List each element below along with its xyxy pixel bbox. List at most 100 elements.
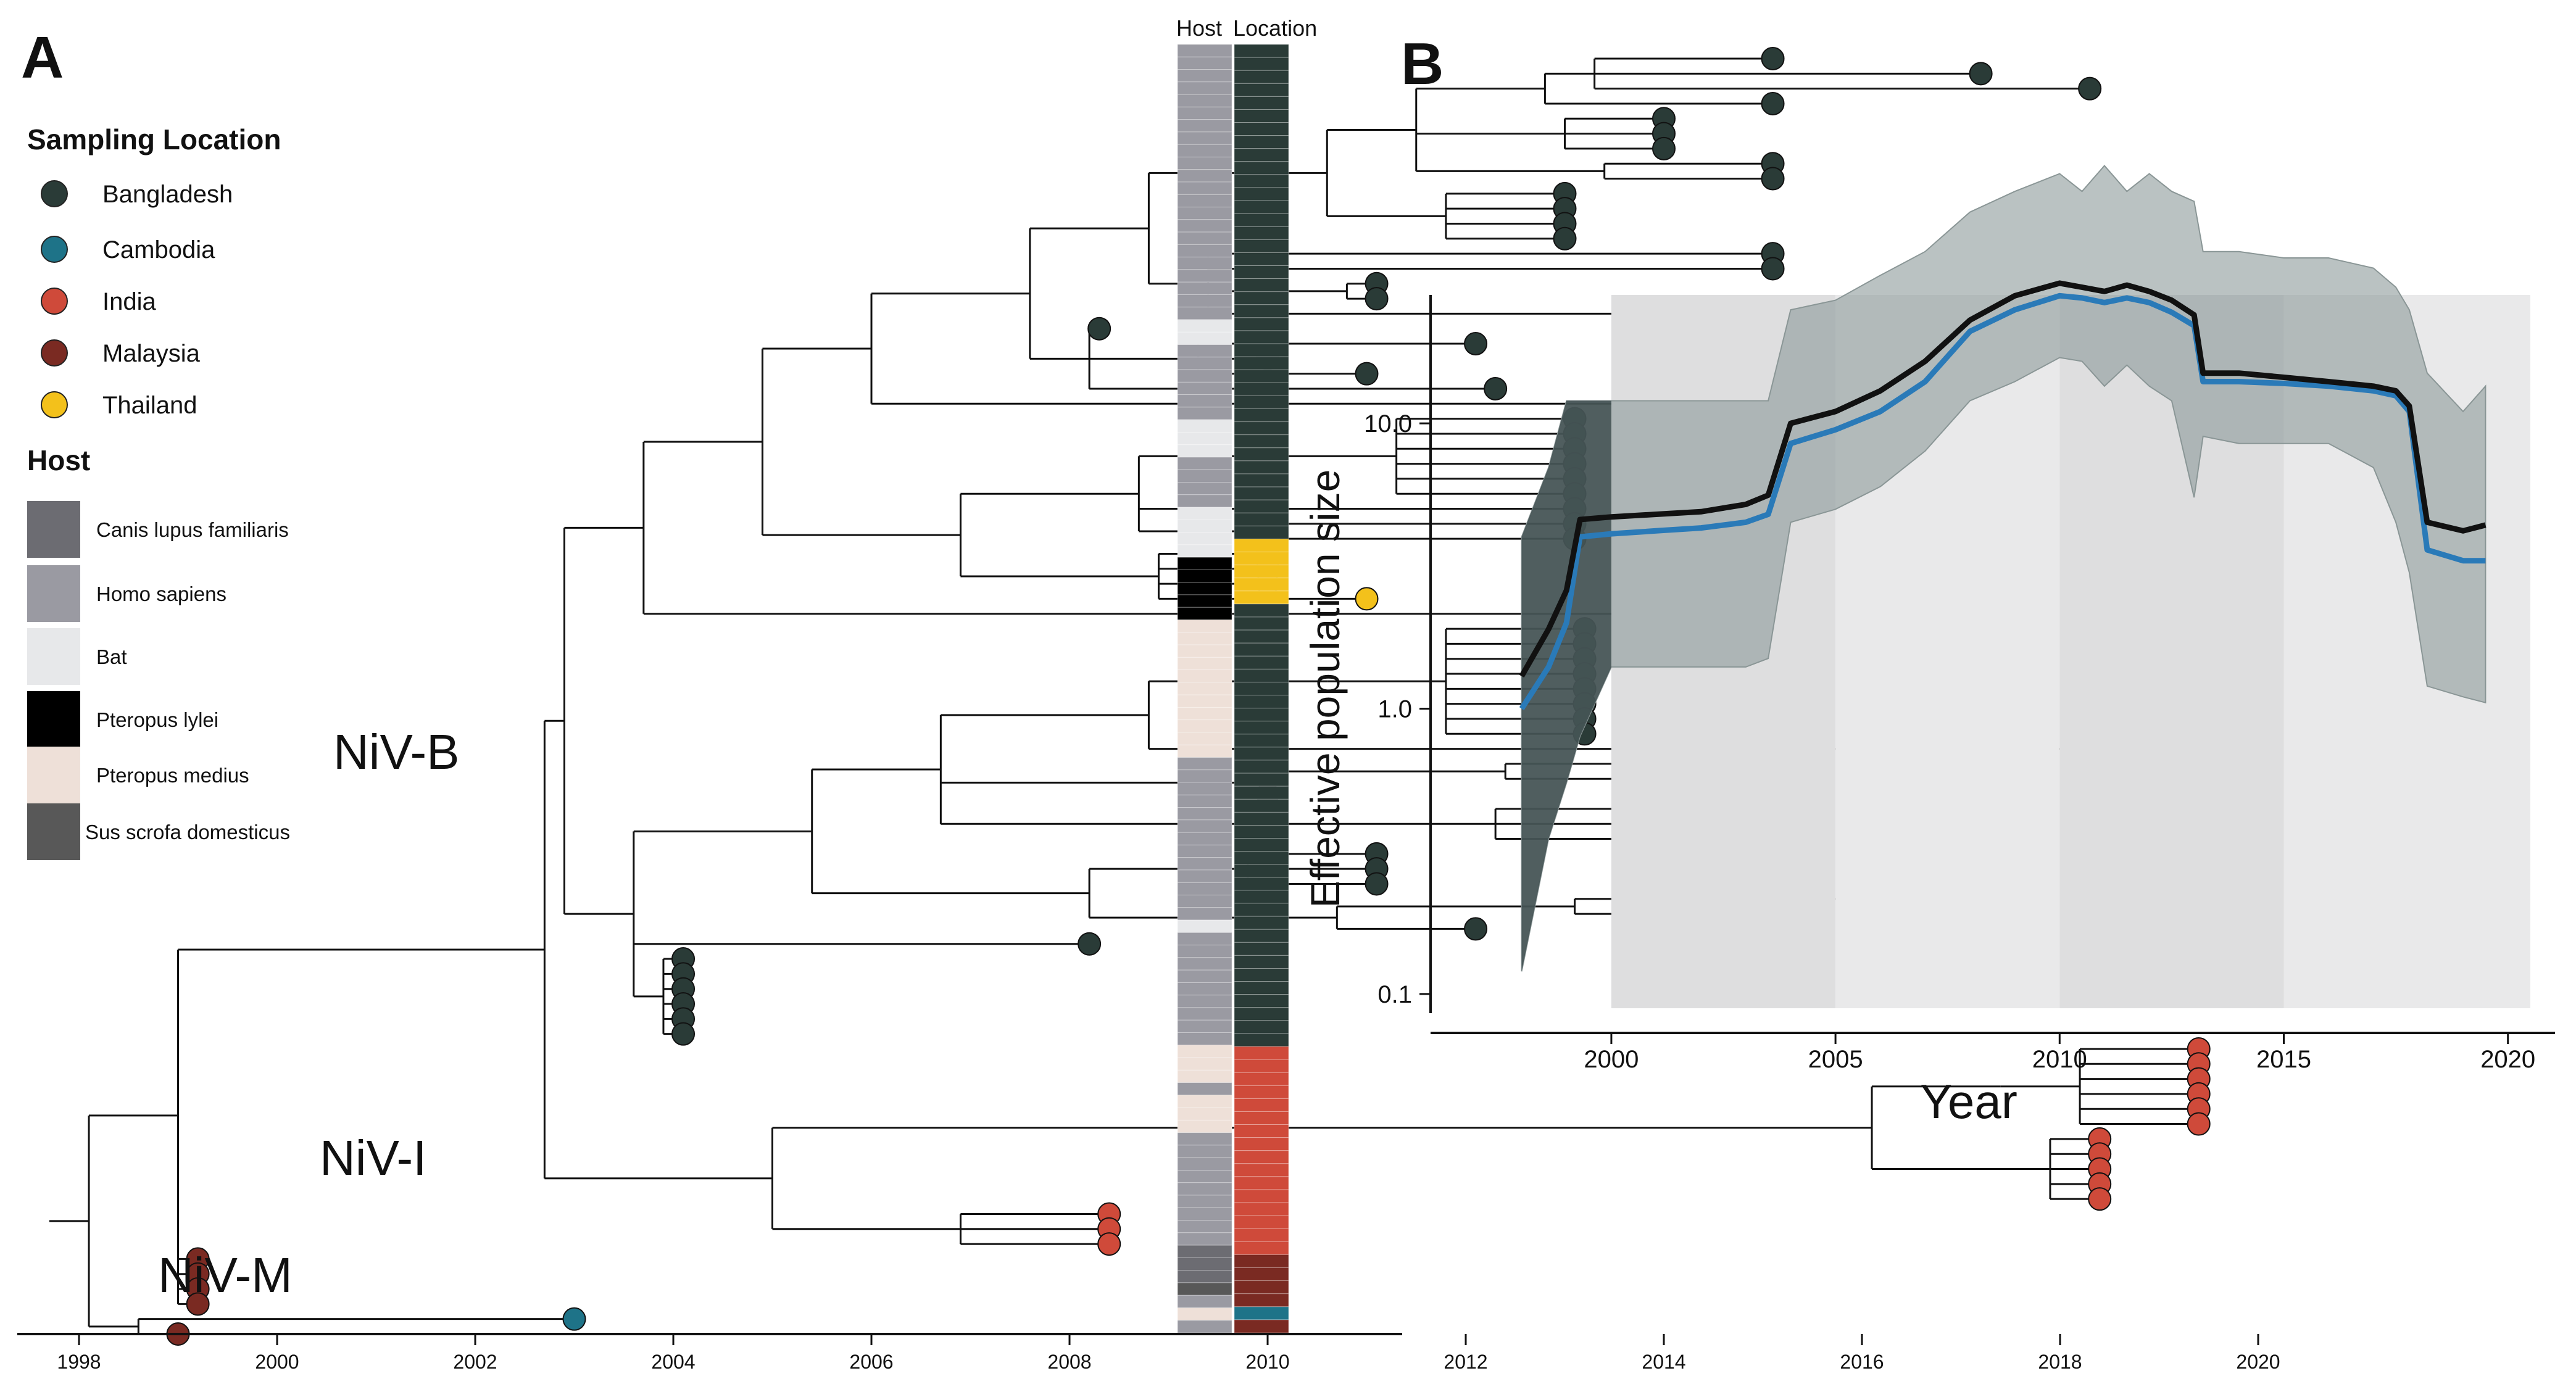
location-strip-cell (1234, 291, 1289, 305)
tree-x-tick-label: 2018 (2038, 1351, 2082, 1373)
tree-tip-bangladesh (2078, 77, 2102, 101)
location-strip-cell (1234, 460, 1289, 475)
host-strip-cell (1177, 882, 1232, 895)
tree-tip-cambodia (562, 1307, 586, 1331)
tree-tip-bangladesh (1464, 917, 1488, 941)
host-strip-cell (1177, 519, 1232, 533)
location-strip-cell (1234, 1072, 1289, 1086)
location-strip-cell (1234, 1150, 1289, 1164)
host-strip-cell (1177, 194, 1232, 208)
legend-host-label-bat: Bat (96, 645, 127, 668)
host-strip-cell (1177, 644, 1232, 658)
location-strip-cell (1234, 1228, 1289, 1242)
host-strip-cell (1177, 1057, 1232, 1071)
host-strip-cell (1177, 819, 1232, 833)
location-strip-cell (1234, 213, 1289, 227)
host-strip-cell (1177, 995, 1232, 1008)
tree-tip-bangladesh (671, 1022, 696, 1046)
tree-tip-bangladesh (1365, 287, 1389, 311)
host-strip-cell (1177, 131, 1232, 145)
location-strip-cell (1234, 695, 1289, 709)
location-strip-cell (1234, 929, 1289, 943)
legend-label-india: India (102, 288, 156, 315)
location-strip-cell (1234, 903, 1289, 917)
legend-swatch-homo-sapiens (27, 565, 80, 622)
location-strip-cell (1234, 447, 1289, 462)
location-strip-cell (1234, 239, 1289, 253)
host-strip-cell (1177, 281, 1232, 295)
tree-tip-bangladesh (1761, 257, 1785, 281)
legend-marker-bangladesh (41, 180, 68, 207)
tree-x-tick-label: 2000 (255, 1351, 299, 1373)
location-strip-cell (1234, 734, 1289, 748)
location-strip-cell (1234, 1046, 1289, 1060)
tree-tip-bangladesh (1761, 47, 1785, 70)
location-strip-cell (1234, 981, 1289, 995)
location-strip-cell (1234, 109, 1289, 123)
host-strip-cell (1177, 982, 1232, 996)
tree-x-tick-label: 2012 (1444, 1351, 1487, 1373)
location-strip-cell (1234, 1020, 1289, 1034)
host-strip-cell (1177, 1145, 1232, 1158)
location-strip-cell (1234, 1189, 1289, 1203)
location-strip-cell (1234, 122, 1289, 136)
location-strip-cell (1234, 1176, 1289, 1190)
host-strip-cell (1177, 1245, 1232, 1258)
host-strip-cell (1177, 482, 1232, 495)
host-strip-cell (1177, 419, 1232, 433)
location-strip-cell (1234, 603, 1289, 618)
host-strip-cell (1177, 945, 1232, 958)
legend-label-thailand: Thailand (102, 392, 197, 419)
location-strip-cell (1234, 44, 1289, 58)
skyline-x-tick-label: 2010 (2032, 1046, 2087, 1073)
host-strip-cell (1177, 1157, 1232, 1171)
tree-tip-bangladesh (1652, 136, 1676, 160)
host-strip-cell (1177, 494, 1232, 508)
location-strip-cell (1234, 565, 1289, 579)
host-strip-cell (1177, 569, 1232, 583)
skyline-line-mean (1519, 292, 2486, 710)
skyline-hpd-area-early (1521, 400, 1611, 972)
host-strip-cell (1177, 156, 1232, 170)
location-strip-cell (1234, 1124, 1289, 1138)
location-strip-cell (1234, 591, 1289, 605)
host-legend: Canis lupus familiaris Homo sapiens Bat Pte… (27, 501, 290, 860)
location-strip-cell (1234, 1319, 1289, 1333)
host-strip-cell (1177, 756, 1232, 771)
skyline-hpd-band (1521, 164, 2487, 972)
location-strip-cell (1234, 161, 1289, 175)
location-strip-cell (1234, 773, 1289, 787)
location-strip-cell (1234, 681, 1289, 696)
host-strip-cell (1177, 782, 1232, 795)
location-strip-cell (1234, 1280, 1289, 1295)
tree-x-tick-label: 1998 (57, 1351, 101, 1373)
host-strip-cell (1177, 219, 1232, 233)
host-strip-cell (1177, 732, 1232, 745)
host-strip-cell (1177, 106, 1232, 120)
tree-tip-bangladesh (1553, 226, 1577, 251)
host-strip-cell (1177, 807, 1232, 821)
clade-label-niv-i: NiV-I (320, 1130, 426, 1185)
location-strip-cell (1234, 252, 1289, 267)
host-strip-cell (1177, 1045, 1232, 1058)
location-strip-cell (1234, 408, 1289, 423)
location-strip-cell (1234, 760, 1289, 774)
host-strip-cell (1177, 1132, 1232, 1146)
location-strip-cell (1234, 811, 1289, 826)
tree-tip-bangladesh (1484, 376, 1508, 400)
location-strip-cell (1234, 473, 1289, 487)
host-strip-cell (1177, 907, 1232, 921)
host-strip-cell (1177, 557, 1232, 570)
host-strip-cell (1177, 1307, 1232, 1321)
skyline-y-tick-label: 1.0 (1377, 695, 1412, 723)
location-strip-cell (1234, 851, 1289, 865)
legend-host-label-canis-lupus-familiaris: Canis lupus familiaris (96, 518, 289, 541)
location-strip-cell (1234, 304, 1289, 318)
host-strip-cell (1177, 69, 1232, 83)
host-strip-cell (1177, 744, 1232, 758)
host-strip-cell (1177, 181, 1232, 195)
clade-label-niv-b: NiV-B (333, 724, 460, 779)
legend-label-bangladesh: Bangladesh (102, 181, 233, 208)
host-strip-cell (1177, 919, 1232, 933)
host-strip-cell (1177, 331, 1232, 346)
